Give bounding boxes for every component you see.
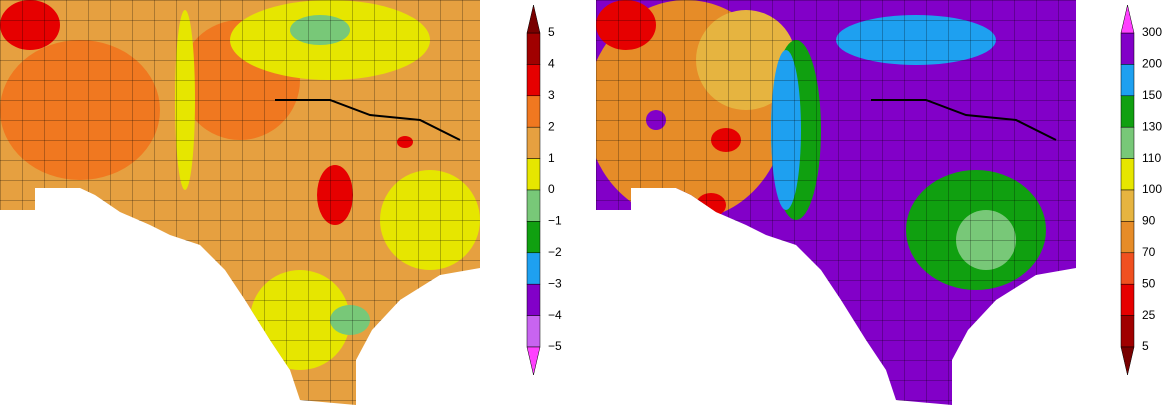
legend-label: 110 bbox=[1142, 151, 1161, 165]
legend-label: 50 bbox=[1142, 276, 1156, 290]
legend-label: 5 bbox=[1142, 339, 1149, 353]
legend-swatch bbox=[1120, 283, 1135, 316]
legend-swatch bbox=[1120, 252, 1135, 285]
left-map bbox=[0, 0, 480, 405]
state-border bbox=[871, 99, 1057, 141]
legend-label: −5 bbox=[548, 339, 562, 353]
legend-swatch bbox=[526, 252, 541, 285]
legend-label: 70 bbox=[1142, 245, 1156, 259]
state-border bbox=[275, 99, 461, 141]
legend-cap bbox=[526, 346, 541, 376]
legend-label: 150 bbox=[1142, 88, 1162, 102]
legend-swatch bbox=[526, 189, 541, 222]
legend-swatch bbox=[1120, 95, 1135, 128]
legend-label: −4 bbox=[548, 308, 562, 322]
legend-swatch bbox=[526, 315, 541, 348]
legend-swatch bbox=[526, 126, 541, 159]
legend-swatch bbox=[1120, 189, 1135, 222]
legend-label: −1 bbox=[548, 214, 562, 228]
legend-swatch bbox=[526, 32, 541, 65]
legend-label: 4 bbox=[548, 57, 555, 71]
legend-label: 130 bbox=[1142, 119, 1162, 133]
legend-label: 200 bbox=[1142, 57, 1162, 71]
legend-label: 0 bbox=[548, 182, 555, 196]
legend-cap bbox=[1120, 4, 1135, 34]
legend-swatch bbox=[526, 221, 541, 254]
legend-swatch bbox=[1120, 221, 1135, 254]
legend-swatch bbox=[526, 158, 541, 191]
right-map bbox=[596, 0, 1076, 405]
legend-label: 100 bbox=[1142, 182, 1162, 196]
legend-label: 300 bbox=[1142, 25, 1162, 39]
legend-label: 90 bbox=[1142, 214, 1156, 228]
legend-label: 5 bbox=[548, 25, 555, 39]
legend-swatch bbox=[1120, 126, 1135, 159]
legend-swatch bbox=[526, 283, 541, 316]
legend-label: −2 bbox=[548, 245, 562, 259]
legend-swatch bbox=[526, 95, 541, 128]
legend-label: 1 bbox=[548, 151, 555, 165]
legend-label: 2 bbox=[548, 119, 555, 133]
legend-cap bbox=[526, 4, 541, 34]
legends: 5 4 3 2 1 0 −1 −2 −3 −4 −5 300 200 150 130 110 100 90 70 50… bbox=[526, 4, 1162, 376]
legend-cap bbox=[1120, 346, 1135, 376]
legend-swatch bbox=[1120, 64, 1135, 97]
legend-swatch bbox=[526, 64, 541, 97]
legend-swatch bbox=[1120, 315, 1135, 348]
legend-label: 25 bbox=[1142, 308, 1156, 322]
legend-label: −3 bbox=[548, 276, 562, 290]
legend-swatch bbox=[1120, 32, 1135, 65]
legend-label: 3 bbox=[548, 88, 555, 102]
legend-swatch bbox=[1120, 158, 1135, 191]
